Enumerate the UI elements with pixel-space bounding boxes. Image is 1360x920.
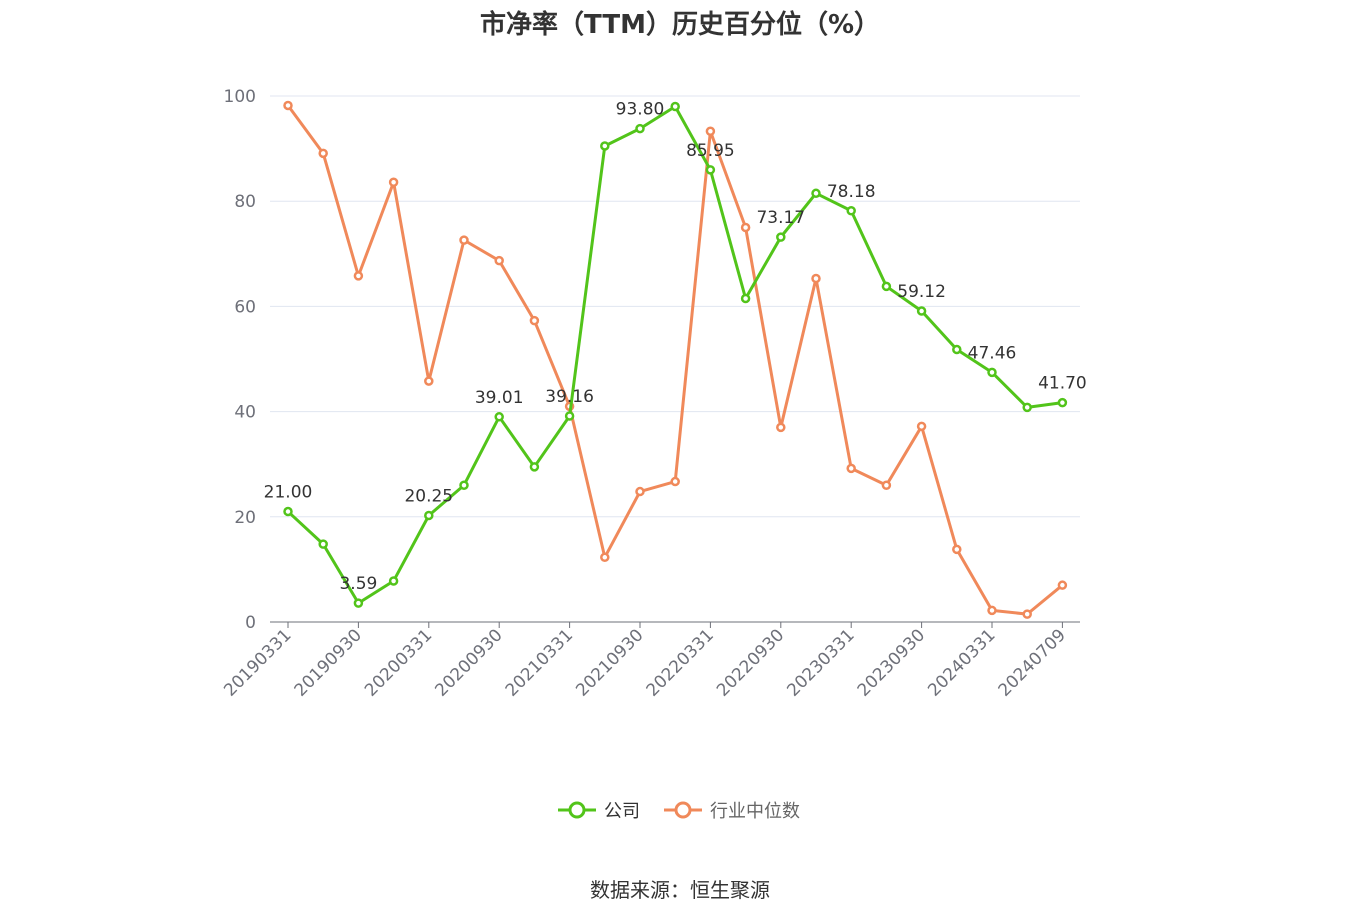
industry-median-data-point <box>881 480 892 490</box>
company-data-point <box>424 510 434 521</box>
legend-item-industry-median-label[interactable]: 行业中位数 <box>710 801 800 822</box>
industry-median-data-point <box>494 255 504 266</box>
company-data-point <box>670 101 680 112</box>
company-data-point <box>283 506 293 517</box>
x-tick-label: 20230930 <box>854 625 929 700</box>
company-data-point <box>353 598 364 608</box>
x-tick-label: 20240709 <box>995 625 1070 700</box>
industry-median-data-point <box>600 552 610 563</box>
company-data-point <box>705 165 716 175</box>
industry-median-data-point <box>424 376 434 386</box>
company-data-point <box>952 344 962 355</box>
legend-item-company-marker[interactable] <box>568 801 586 819</box>
legend-item-company-label[interactable]: 公司 <box>604 801 640 822</box>
legend-item-industry-median-marker[interactable] <box>674 801 692 819</box>
industry-median-data-point <box>740 222 751 233</box>
industry-median-data-point <box>318 148 328 159</box>
industry-median-data-point <box>670 476 680 487</box>
company-data-point <box>318 539 328 549</box>
industry-median-data-point <box>388 177 399 188</box>
industry-median-data-point <box>705 126 716 136</box>
company-data-point <box>459 480 469 490</box>
industry-median-data-point <box>1022 609 1032 619</box>
x-tick-label: 20200331 <box>361 625 436 700</box>
y-tick-label: 20 <box>234 508 256 528</box>
industry-median-data-point <box>952 544 962 555</box>
company-data-label: 47.46 <box>968 343 1017 363</box>
x-tick-label: 20220331 <box>643 625 718 700</box>
company-data-point <box>564 411 575 421</box>
company-data-label: 3.59 <box>339 574 377 594</box>
y-tick-label: 80 <box>234 192 256 212</box>
company-data-point <box>740 293 751 304</box>
company-data-label: 73.17 <box>756 208 805 228</box>
x-tick-label: 20230331 <box>783 625 858 700</box>
x-tick-label: 20240331 <box>924 625 999 700</box>
industry-median-data-point <box>635 486 645 497</box>
company-data-point <box>881 281 892 292</box>
company-data-point <box>600 141 610 151</box>
industry-median-data-point <box>987 605 997 616</box>
industry-median-data-point <box>776 422 786 433</box>
company-data-label: 39.16 <box>545 387 594 407</box>
industry-median-data-point <box>283 100 293 111</box>
x-tick-label: 20210930 <box>572 625 647 700</box>
company-data-label: 78.18 <box>827 182 876 202</box>
company-data-point <box>811 188 821 199</box>
x-tick-label: 20220930 <box>713 625 788 700</box>
company-data-label: 93.80 <box>616 100 665 120</box>
x-tick-label: 20200930 <box>431 625 506 700</box>
y-tick-label: 40 <box>234 403 256 423</box>
x-tick-label: 20190930 <box>291 625 366 700</box>
industry-median-data-point <box>353 271 364 281</box>
industry-median-data-point <box>459 235 469 245</box>
company-data-label: 41.70 <box>1038 374 1087 394</box>
company-data-label: 59.12 <box>897 282 946 302</box>
company-data-point <box>1022 402 1032 413</box>
industry-median-data-point <box>846 463 856 474</box>
company-data-point <box>635 123 645 134</box>
data-source-note: 数据来源：恒生聚源 <box>590 878 770 902</box>
industry-median-data-point <box>811 273 821 284</box>
company-data-point <box>1057 397 1068 408</box>
company-data-point <box>776 232 786 242</box>
company-data-label: 20.25 <box>404 486 453 506</box>
x-tick-label: 20190331 <box>220 625 295 700</box>
industry-median-data-point <box>1057 580 1068 590</box>
y-tick-label: 100 <box>224 87 256 107</box>
company-data-point <box>494 412 504 422</box>
y-tick-label: 60 <box>234 297 256 317</box>
y-tick-label: 0 <box>245 613 256 633</box>
company-data-point <box>529 462 540 472</box>
industry-median-data-point <box>916 421 927 432</box>
chart-title: 市净率（TTM）历史百分位（%） <box>480 10 880 40</box>
industry-median-data-point <box>529 315 540 326</box>
industry-median-series-line <box>286 104 1064 616</box>
company-data-label: 85.95 <box>686 141 735 161</box>
company-data-label: 39.01 <box>475 388 524 408</box>
x-tick-label: 20210331 <box>502 625 577 700</box>
company-data-point <box>846 206 856 216</box>
company-series-line <box>286 105 1063 605</box>
company-data-point <box>388 576 399 586</box>
company-data-label: 21.00 <box>264 483 313 503</box>
company-data-point <box>916 306 927 316</box>
company-data-point <box>987 367 997 378</box>
